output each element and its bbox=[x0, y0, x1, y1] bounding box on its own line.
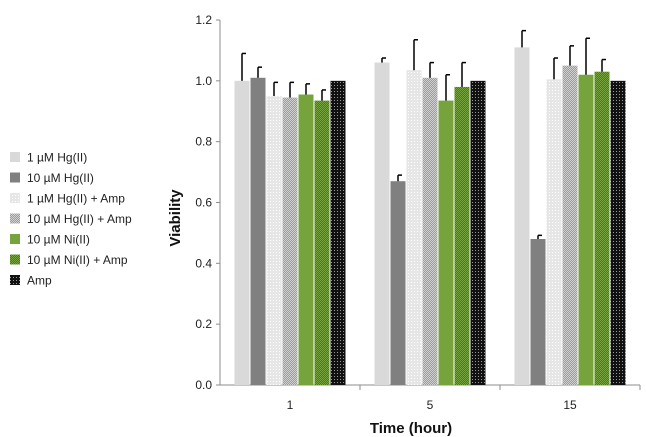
bar bbox=[514, 47, 530, 385]
x-tick-label: 5 bbox=[427, 398, 434, 412]
legend-swatch bbox=[10, 193, 20, 203]
x-tick-label: 1 bbox=[287, 398, 294, 412]
bar bbox=[298, 94, 314, 385]
y-tick-label: 0.2 bbox=[195, 317, 212, 331]
bar bbox=[610, 80, 626, 385]
x-tick-label: 15 bbox=[563, 398, 577, 412]
legend-swatch bbox=[10, 254, 20, 265]
bar bbox=[578, 74, 594, 385]
legend-swatch bbox=[10, 275, 20, 285]
bar bbox=[282, 97, 298, 385]
legend-label: 1 µM Hg(II) + Amp bbox=[27, 192, 125, 206]
y-tick-label: 0.0 bbox=[195, 378, 212, 392]
bar bbox=[470, 80, 486, 385]
legend-label: 1 µM Hg(II) bbox=[27, 151, 87, 165]
bar bbox=[250, 77, 266, 386]
bar bbox=[266, 96, 282, 386]
bar bbox=[530, 239, 546, 385]
legend: 1 µM Hg(II) 10 µM Hg(II) 1 µM Hg(II) + Amp… bbox=[10, 151, 132, 288]
legend-label: 10 µM Ni(II) bbox=[27, 233, 90, 247]
legend-swatch bbox=[10, 152, 20, 162]
bar bbox=[454, 86, 470, 386]
bar bbox=[546, 79, 562, 385]
legend-swatch bbox=[10, 213, 20, 224]
y-tick-label: 0.6 bbox=[195, 196, 212, 210]
bar bbox=[374, 62, 390, 385]
x-axis-title: Time (hour) bbox=[370, 420, 452, 437]
legend-label: 10 µM Hg(II) + Amp bbox=[27, 212, 132, 226]
bar bbox=[422, 77, 438, 386]
bar bbox=[330, 80, 346, 385]
legend-label: 10 µM Hg(II) bbox=[27, 171, 94, 185]
y-tick-label: 0.4 bbox=[195, 256, 212, 270]
bar bbox=[234, 80, 250, 385]
y-tick-label: 1.0 bbox=[195, 74, 212, 88]
plot-area: 0.00.20.40.60.81.01.21 5 15 bbox=[195, 13, 641, 412]
bar bbox=[594, 71, 610, 385]
bar bbox=[314, 100, 330, 386]
legend-swatch bbox=[10, 234, 20, 244]
legend-label: 10 µM Ni(II) + Amp bbox=[27, 253, 128, 267]
bar bbox=[390, 181, 406, 385]
legend-label: Amp bbox=[27, 274, 52, 288]
bar bbox=[562, 65, 578, 385]
y-axis-title: Viability bbox=[167, 189, 184, 247]
y-tick-label: 0.8 bbox=[195, 135, 212, 149]
bar bbox=[406, 70, 422, 385]
y-tick-label: 1.2 bbox=[195, 13, 212, 27]
legend-swatch bbox=[10, 172, 20, 183]
bar bbox=[438, 100, 454, 386]
